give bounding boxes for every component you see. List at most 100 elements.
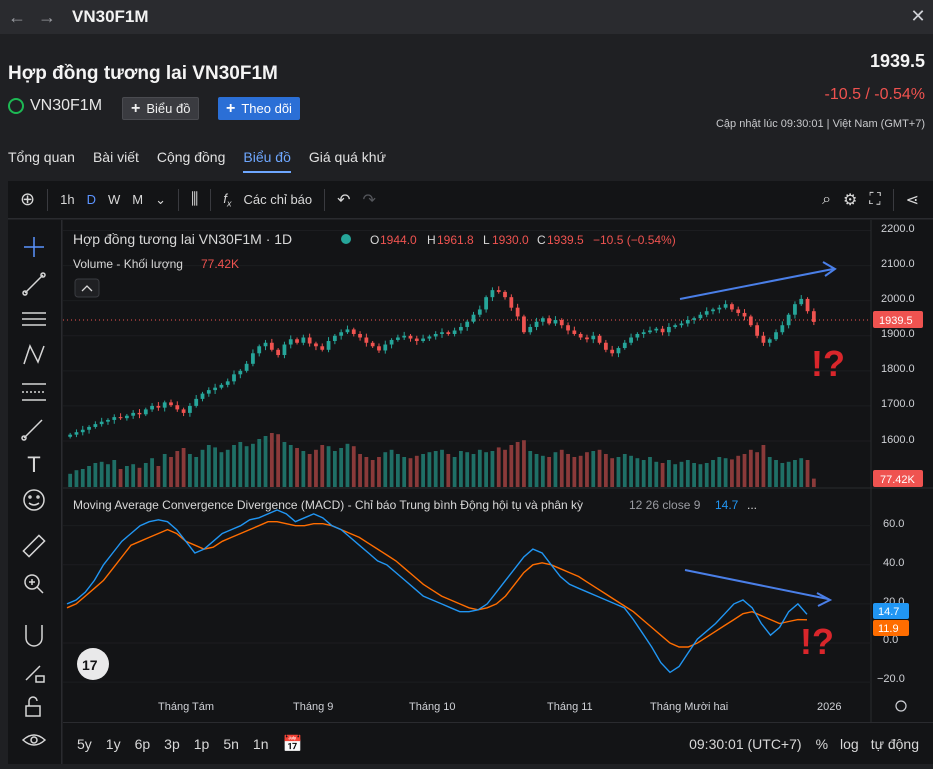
pencil-lock-icon[interactable]	[25, 665, 45, 683]
volume-bar	[137, 467, 142, 487]
price-change: -10.5 / -0.54%	[824, 86, 926, 103]
price-tick: 2200.0	[881, 223, 915, 235]
candle	[332, 335, 337, 342]
date-range-icon[interactable]: 📅	[282, 735, 303, 753]
volume-bar	[742, 454, 747, 487]
range-1y[interactable]: 1y	[105, 735, 121, 752]
interval-w[interactable]: W	[107, 192, 121, 207]
trend-line-icon[interactable]	[22, 272, 46, 296]
follow-label: Theo dõi	[241, 101, 292, 116]
add-chart-label: Biểu đồ	[146, 101, 191, 116]
lock-icon[interactable]	[25, 696, 41, 717]
close-icon[interactable]: ✕	[910, 6, 926, 26]
text-tool-icon[interactable]: T	[27, 452, 40, 477]
eye-icon[interactable]	[21, 734, 47, 746]
tab-history[interactable]: Giá quá khứ	[308, 149, 386, 165]
candle-style-icon[interactable]: ⫼	[190, 190, 199, 208]
range-1m[interactable]: 1p	[193, 735, 210, 752]
magnet-icon[interactable]	[25, 625, 43, 647]
candle	[515, 307, 520, 317]
annotation-top: !?	[811, 343, 845, 384]
candle	[496, 290, 501, 292]
volume-bar	[162, 454, 167, 487]
quick-search-icon[interactable]: ⌕	[822, 190, 832, 208]
chevron-down-icon[interactable]: ⌄	[155, 191, 166, 207]
candle	[370, 342, 375, 347]
interval-m[interactable]: M	[132, 192, 144, 207]
candle	[471, 314, 476, 322]
percent-toggle[interactable]: %	[815, 735, 829, 752]
pattern-icon[interactable]	[23, 344, 45, 365]
tab-articles[interactable]: Bài viết	[92, 149, 139, 165]
candle	[780, 325, 785, 333]
volume-bar	[389, 449, 394, 487]
indicators-button[interactable]: Các chỉ báo	[243, 192, 313, 207]
function-icon[interactable]: fx	[223, 190, 232, 209]
forward-arrow-icon[interactable]: →	[38, 6, 56, 27]
candle	[93, 424, 98, 427]
volume-bar	[799, 458, 804, 487]
emoji-icon[interactable]	[23, 489, 45, 511]
volume-bar	[522, 440, 526, 487]
clock-time[interactable]: 09:30:01 (UTC+7)	[689, 735, 802, 752]
log-toggle[interactable]: log	[840, 735, 859, 752]
undo-icon[interactable]: ↶	[337, 191, 351, 209]
candle	[641, 332, 646, 334]
candle	[774, 332, 778, 340]
interval-1h[interactable]: 1h	[60, 192, 75, 207]
parallel-lines-icon[interactable]	[22, 312, 46, 326]
collapse-legend-button[interactable]	[74, 278, 100, 298]
signal-line	[66, 521, 808, 648]
volume-bar	[395, 454, 400, 487]
volume-bar	[351, 446, 356, 487]
volume-bar	[585, 452, 589, 487]
share-icon[interactable]: ⋖	[905, 191, 919, 209]
candle	[597, 335, 602, 343]
forecast-icon[interactable]	[22, 383, 46, 401]
market-clock-icon	[8, 98, 24, 114]
axis-settings-icon[interactable]	[895, 700, 907, 712]
candle	[74, 432, 79, 435]
range-5y[interactable]: 5y	[77, 735, 92, 752]
redo-icon[interactable]: ↷	[362, 191, 376, 209]
tab-chart[interactable]: Biểu đồ	[243, 149, 291, 173]
tab-overview[interactable]: Tổng quan	[8, 149, 75, 165]
interval-d[interactable]: D	[86, 192, 96, 207]
follow-button[interactable]: + Theo dõi	[218, 97, 300, 120]
volume-bar	[452, 457, 457, 487]
candle	[578, 333, 583, 338]
volume-bar	[660, 463, 665, 487]
volume-bar	[811, 478, 816, 487]
candle	[314, 343, 318, 347]
macd-more[interactable]: ...	[747, 498, 757, 512]
ruler-icon[interactable]	[22, 534, 46, 558]
auto-toggle[interactable]: tự động	[870, 735, 919, 752]
range-5d[interactable]: 5n	[223, 735, 239, 752]
tradingview-logo[interactable]	[77, 648, 109, 680]
candle	[465, 321, 470, 327]
add-symbol-icon[interactable]: ⊕	[20, 189, 36, 209]
brush-icon[interactable]	[21, 419, 43, 441]
range-6m[interactable]: 6p	[134, 735, 151, 752]
volume-bar	[597, 449, 602, 487]
h-value: 1961.8	[437, 233, 474, 247]
fullscreen-icon[interactable]: ⛶	[869, 190, 881, 208]
back-arrow-icon[interactable]: ←	[8, 6, 26, 27]
zoom-in-icon[interactable]	[24, 574, 44, 594]
range-3m[interactable]: 3p	[164, 735, 180, 752]
tab-community[interactable]: Cộng đồng	[156, 149, 226, 165]
chart-area[interactable]: !? !? 2200.0 2100.0 2000.0 1900.0 1800.0…	[63, 220, 933, 764]
candle	[175, 405, 180, 410]
add-chart-button[interactable]: + Biểu đồ	[122, 97, 200, 120]
candle	[566, 325, 570, 331]
candle	[522, 316, 526, 333]
candle	[730, 304, 734, 310]
instrument-header: Hợp đồng tương lai VN30F1M VN30F1M + Biểu…	[0, 34, 933, 180]
crosshair-icon[interactable]	[24, 237, 44, 257]
price-chart[interactable]: !? !? 2200.0 2100.0 2000.0 1900.0 1800.0…	[63, 220, 933, 722]
volume-bar	[484, 452, 489, 487]
volume-bar	[465, 452, 470, 487]
range-1d[interactable]: 1n	[252, 735, 269, 752]
volume-bar	[194, 457, 199, 487]
gear-icon[interactable]: ⚙	[843, 191, 858, 209]
